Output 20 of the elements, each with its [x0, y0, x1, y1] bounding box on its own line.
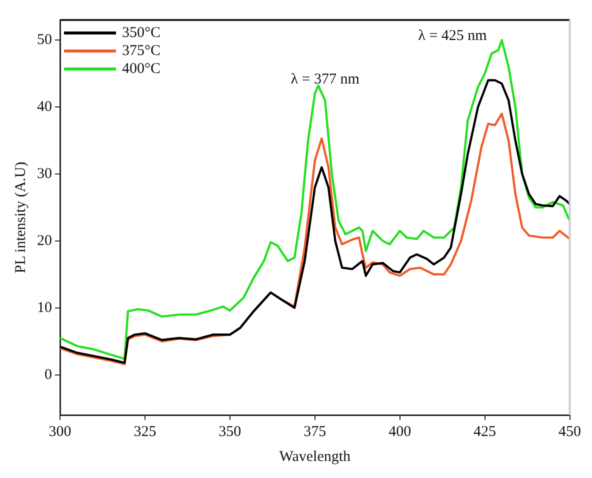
- y-tick-label: 0: [44, 366, 52, 383]
- x-tick-label: 425: [474, 424, 496, 440]
- y-tick-label: 40: [37, 98, 52, 115]
- y-tick-label: 30: [37, 166, 52, 182]
- y-tick-label: 20: [37, 232, 52, 249]
- y-tick-label: 10: [37, 300, 52, 316]
- x-tick-label: 450: [558, 424, 581, 440]
- annotation: λ = 377 nm: [290, 71, 360, 88]
- x-tick-label: 325: [134, 424, 156, 440]
- x-axis-title: Wavelength: [279, 448, 352, 465]
- y-axis-title: PL intensity (A.U): [12, 162, 29, 274]
- annotation: λ = 425 nm: [418, 28, 488, 44]
- legend-label: 375°C: [122, 42, 161, 59]
- x-tick-label: 375: [304, 424, 326, 440]
- y-tick-label: 50: [37, 32, 52, 48]
- legend-label: 400°C: [122, 60, 161, 77]
- x-tick-label: 350: [218, 424, 242, 440]
- legend-label: 350°C: [122, 24, 161, 41]
- x-tick-label: 300: [48, 424, 72, 440]
- x-tick-label: 400: [388, 424, 412, 440]
